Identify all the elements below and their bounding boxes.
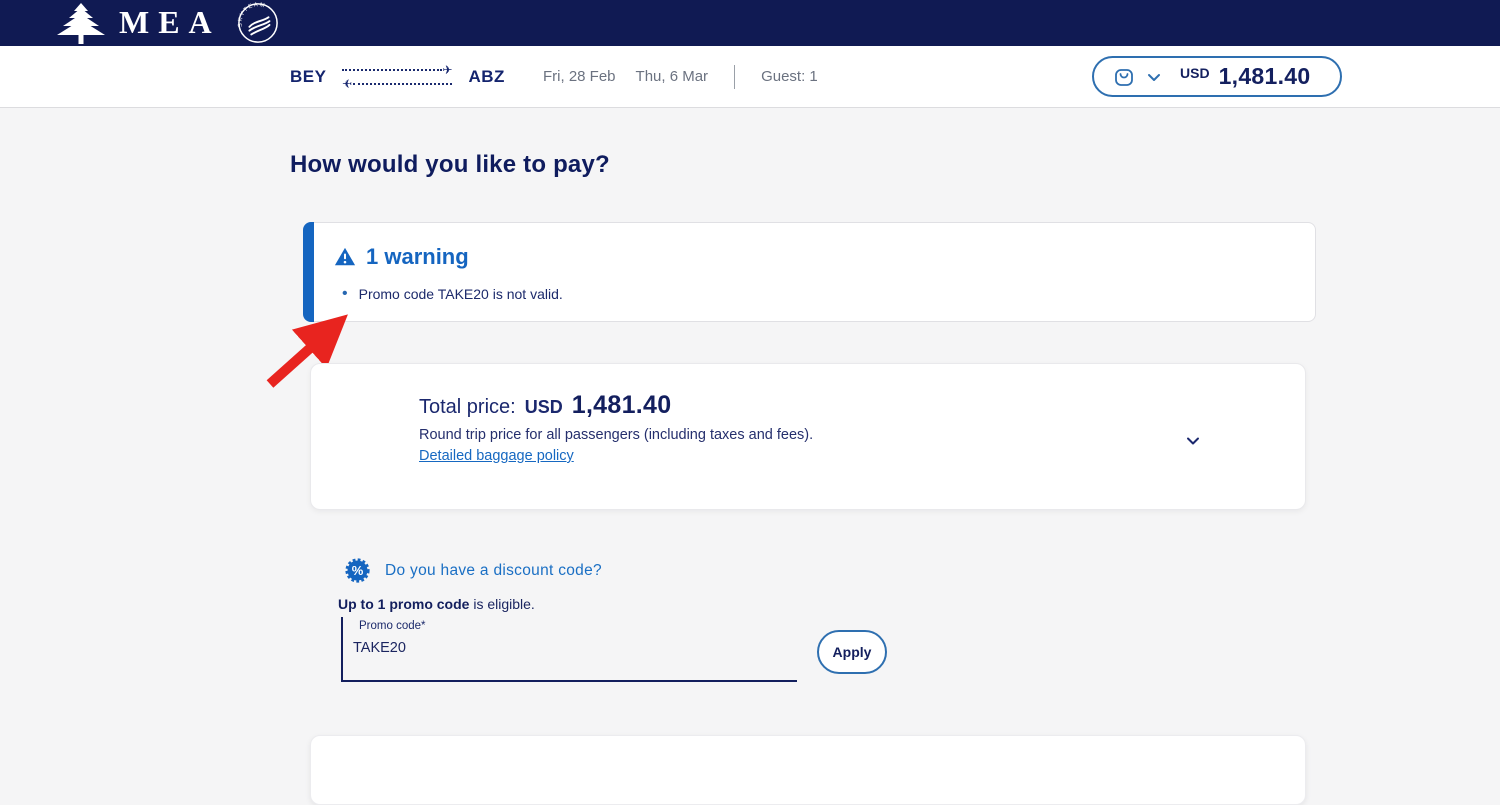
return-plane-icon: ✈: [342, 76, 353, 91]
chevron-down-icon: [1145, 68, 1163, 86]
cedar-tree-icon: [55, 2, 107, 44]
route-display: BEY ✈ ✈ ABZ: [290, 46, 505, 107]
discount-question-row: % Do you have a discount code?: [344, 557, 602, 584]
origin-code: BEY: [290, 66, 327, 86]
cart-total-button[interactable]: USD 1,481.40: [1092, 56, 1342, 97]
warning-accent-bar: [303, 222, 314, 322]
return-date: Thu, 6 Mar: [635, 68, 709, 85]
expand-price-details-button[interactable]: [1181, 429, 1205, 453]
top-navbar: MEA SKYTEAM: [0, 0, 1500, 46]
trip-meta: Fri, 28 Feb Thu, 6 Mar Guest: 1: [543, 46, 818, 107]
cart-currency: USD: [1180, 65, 1210, 81]
payment-options-card: [310, 735, 1306, 805]
destination-code: ABZ: [468, 66, 505, 86]
promo-eligibility-text: Up to 1 promo code is eligible.: [338, 596, 535, 612]
page-title: How would you like to pay?: [290, 151, 610, 178]
warning-triangle-icon: [334, 246, 356, 268]
warning-title: 1 warning: [366, 244, 469, 269]
trip-summary-bar: BEY ✈ ✈ ABZ Fri, 28 Feb Thu, 6 Mar Guest…: [0, 46, 1500, 108]
guest-count: Guest: 1: [761, 68, 818, 85]
svg-text:%: %: [352, 563, 364, 578]
promo-code-field: Promo code*: [341, 617, 797, 682]
warning-message: Promo code TAKE20 is not valid.: [358, 286, 563, 302]
price-description: Round trip price for all passengers (inc…: [419, 427, 814, 443]
percent-badge-icon: %: [344, 557, 371, 584]
mea-wordmark: MEA: [119, 4, 221, 40]
cart-amount: 1,481.40: [1218, 63, 1311, 89]
depart-date: Fri, 28 Feb: [543, 68, 616, 85]
outbound-plane-icon: ✈: [442, 62, 453, 77]
skyteam-logo-icon: SKYTEAM: [237, 2, 279, 44]
route-planes-graphic: ✈ ✈: [342, 62, 453, 91]
divider: [734, 64, 736, 89]
promo-eligibility-rest: is eligible.: [469, 596, 535, 612]
warning-banner: 1 warning • Promo code TAKE20 is not val…: [303, 222, 1316, 322]
apply-promo-button[interactable]: Apply: [817, 630, 887, 674]
mea-logo[interactable]: MEA SKYTEAM: [55, 2, 279, 44]
promo-eligibility-bold: Up to 1 promo code: [338, 596, 470, 612]
total-price-card: Total price: USD 1,481.40 Round trip pri…: [310, 363, 1306, 510]
promo-code-input[interactable]: [351, 639, 681, 657]
bullet: •: [342, 285, 348, 302]
discount-question-text: Do you have a discount code?: [385, 561, 602, 579]
total-price-currency: USD: [524, 397, 563, 417]
promo-code-label: Promo code*: [359, 620, 426, 632]
cart-bag-icon: [1112, 65, 1136, 89]
warning-list-item: • Promo code TAKE20 is not valid.: [342, 285, 563, 303]
total-price-amount: 1,481.40: [571, 391, 672, 419]
total-price-label: Total price:: [419, 396, 516, 418]
baggage-policy-link[interactable]: Detailed baggage policy: [419, 448, 574, 464]
chevron-down-icon: [1183, 437, 1203, 454]
